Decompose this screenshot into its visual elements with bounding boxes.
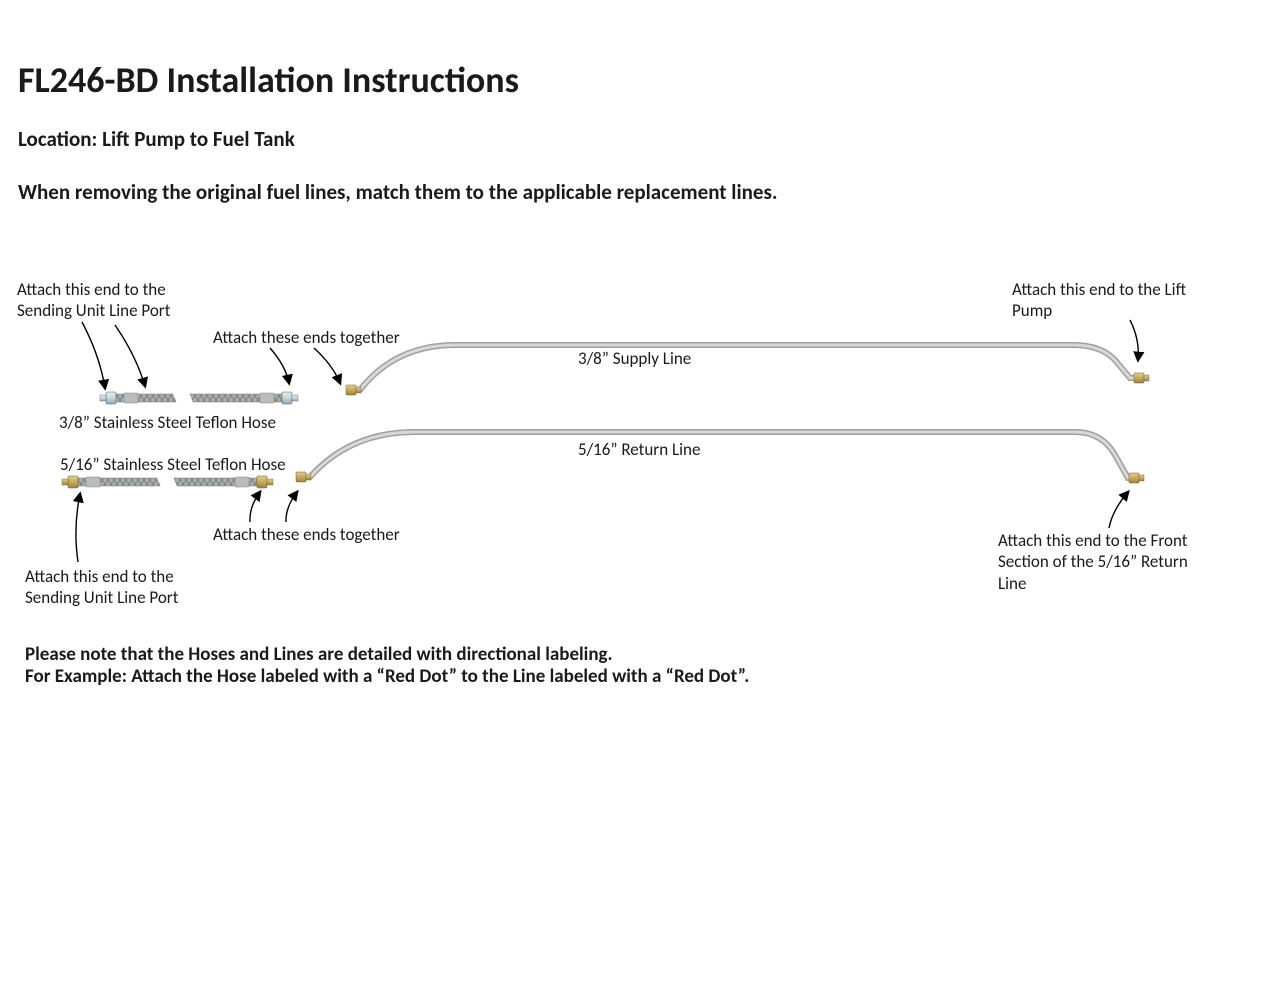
label-top-right: Attach this end to the Lift Pump xyxy=(1012,279,1186,322)
label-bot-mid: Attach these ends together xyxy=(213,524,400,545)
location-line: Location: Lift Pump to Fuel Tank xyxy=(18,126,295,152)
label-top-mid: Attach these ends together xyxy=(213,327,400,348)
label-hose-516: 5/16” Stainless Steel Teflon Hose xyxy=(60,454,286,475)
footer-line-1: Please note that the Hoses and Lines are… xyxy=(25,643,613,666)
label-hose-38: 3/8” Stainless Steel Teflon Hose xyxy=(59,412,276,433)
footer-line-2: For Example: Attach the Hose labeled wit… xyxy=(25,665,749,688)
label-return-line: 5/16” Return Line xyxy=(578,439,700,460)
label-bot-right: Attach this end to the Front Section of … xyxy=(998,530,1188,594)
label-bot-left: Attach this end to the Sending Unit Line… xyxy=(25,566,178,609)
page-title: FL246-BD Installation Instructions xyxy=(18,58,519,102)
instruction-line: When removing the original fuel lines, m… xyxy=(18,179,777,205)
label-top-left: Attach this end to the Sending Unit Line… xyxy=(17,279,170,322)
label-supply-line: 3/8” Supply Line xyxy=(578,348,691,369)
